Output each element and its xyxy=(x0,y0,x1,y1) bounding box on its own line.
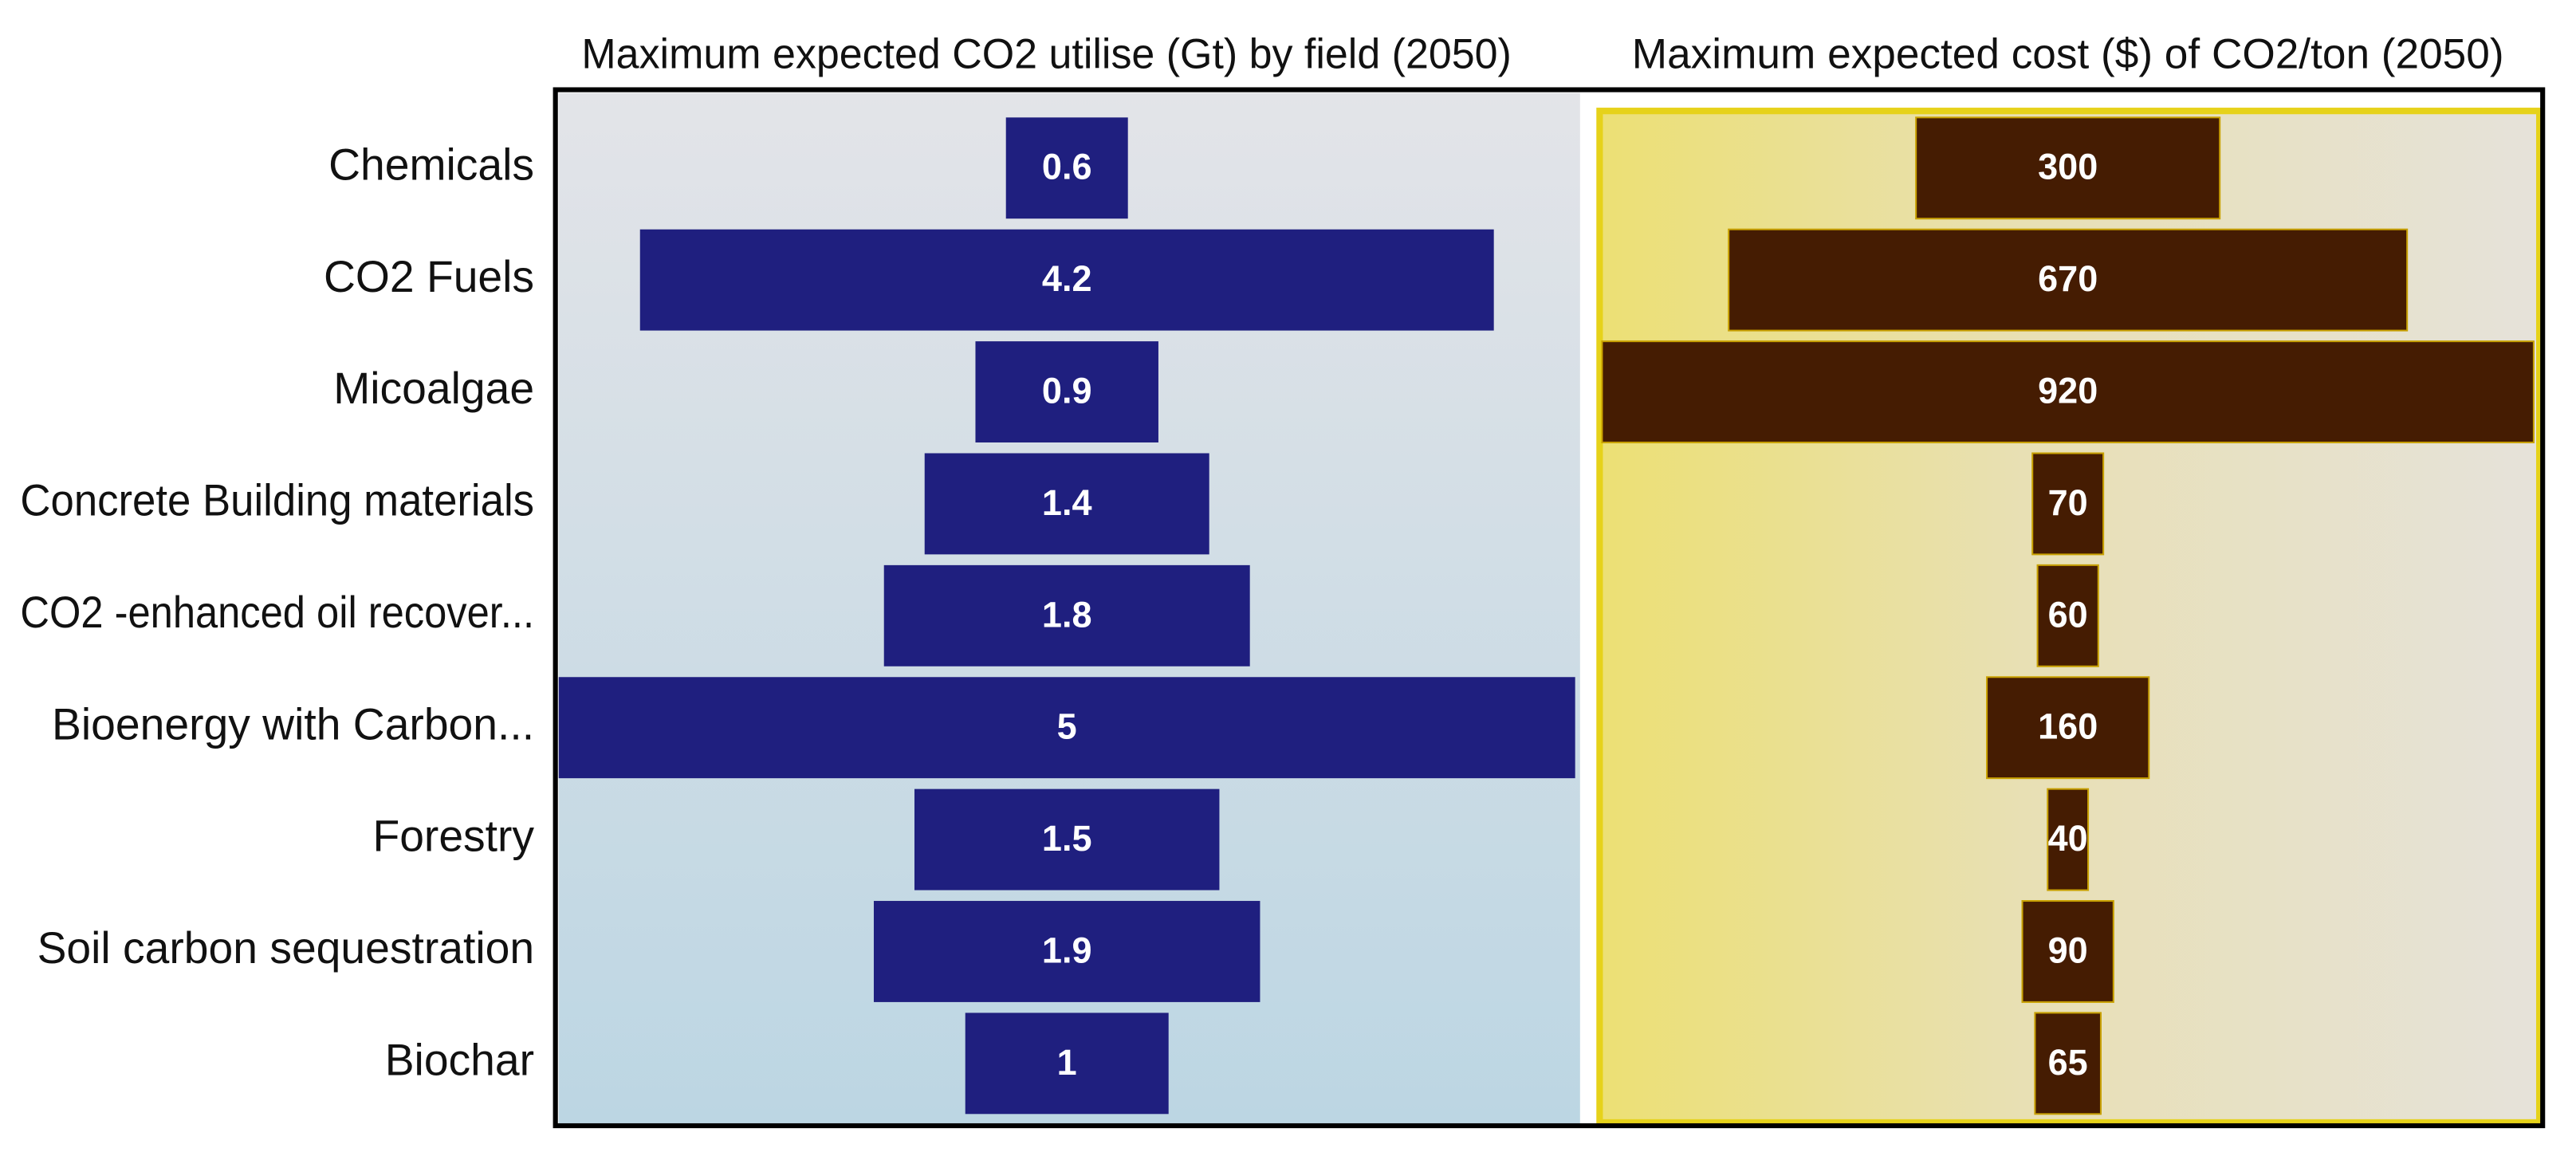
value-label: 40 xyxy=(2048,818,2088,859)
value-label: 65 xyxy=(2048,1042,2088,1083)
value-label: 60 xyxy=(2048,594,2088,635)
value-label: 90 xyxy=(2048,930,2088,970)
value-label: 1.8 xyxy=(1042,594,1092,635)
category-label: Biochar xyxy=(385,1035,534,1084)
bar xyxy=(558,677,1575,779)
value-label: 5 xyxy=(1057,706,1077,747)
bar xyxy=(2021,900,2114,1003)
value-label: 670 xyxy=(2038,258,2098,299)
value-label: 4.2 xyxy=(1042,258,1092,299)
value-label: 1.9 xyxy=(1042,930,1092,970)
bar xyxy=(2031,452,2105,556)
bar xyxy=(873,901,1260,1002)
bar xyxy=(639,229,1494,331)
value-label: 1.4 xyxy=(1042,482,1092,523)
bar xyxy=(1728,228,2409,332)
bar xyxy=(914,788,1220,891)
bar xyxy=(1601,340,2535,444)
bar xyxy=(1005,117,1128,219)
bar xyxy=(1915,116,2221,220)
bar xyxy=(2047,788,2090,891)
value-label: 70 xyxy=(2048,482,2088,523)
value-label: 0.9 xyxy=(1042,370,1092,411)
chart-title: Maximum expected CO2 utilise (Gt) by fie… xyxy=(581,31,1511,78)
value-label: 160 xyxy=(2038,706,2098,747)
category-label: CO2 Fuels xyxy=(324,252,534,301)
bar xyxy=(2036,564,2099,667)
bar xyxy=(883,564,1250,667)
frame xyxy=(553,87,2546,1129)
bar xyxy=(2034,1012,2102,1115)
value-label: 0.6 xyxy=(1042,147,1092,187)
category-label: Chemicals xyxy=(328,140,534,189)
value-label: 920 xyxy=(2038,370,2098,411)
category-label: Bioenergy with Carbon... xyxy=(52,699,534,749)
category-label: Concrete Building materials xyxy=(20,476,534,525)
category-label: Soil carbon sequestration xyxy=(37,923,534,973)
bar xyxy=(975,341,1158,442)
bar xyxy=(1986,676,2150,780)
category-label: CO2 -enhanced oil recover... xyxy=(20,588,534,637)
bar xyxy=(965,1013,1169,1115)
value-label: 1.5 xyxy=(1042,818,1092,859)
chart-title: Maximum expected cost ($) of CO2/ton (20… xyxy=(1632,31,2504,78)
category-label: Micoalgae xyxy=(333,364,534,413)
value-label: 300 xyxy=(2038,147,2098,187)
bar xyxy=(924,453,1209,555)
value-label: 1 xyxy=(1057,1042,1077,1083)
category-label: Forestry xyxy=(372,812,534,861)
